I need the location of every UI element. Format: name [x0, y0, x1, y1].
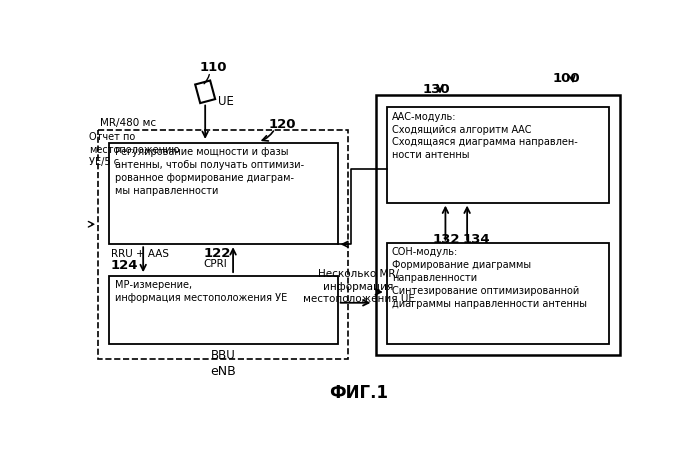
Text: Несколько MR/
информация
местоположения UE: Несколько MR/ информация местоположения … — [303, 269, 415, 304]
Text: 132: 132 — [432, 234, 460, 246]
Text: МР-измерение,
информация местоположения УЕ: МР-измерение, информация местоположения … — [115, 281, 287, 303]
Text: 110: 110 — [199, 61, 226, 74]
Text: СОН-модуль:
Формирование диаграммы
направленности
Синтезирование оптимизированно: СОН-модуль: Формирование диаграммы напра… — [392, 247, 587, 308]
Text: 134: 134 — [463, 234, 490, 246]
Text: RRU + AAS: RRU + AAS — [110, 249, 168, 259]
FancyBboxPatch shape — [387, 243, 609, 345]
FancyBboxPatch shape — [387, 107, 609, 203]
Text: eNB: eNB — [210, 365, 236, 378]
Text: Регулирование мощности и фазы
антенны, чтобы получать оптимизи-
рованное формиро: Регулирование мощности и фазы антенны, ч… — [115, 147, 304, 196]
Text: Отчет по
местоположению
УЕ/5 с: Отчет по местоположению УЕ/5 с — [89, 132, 180, 167]
FancyBboxPatch shape — [109, 276, 338, 344]
Text: BBU: BBU — [210, 349, 236, 362]
Text: 120: 120 — [268, 118, 296, 131]
Text: CPRI: CPRI — [203, 259, 227, 269]
Text: ААС-модуль:
Сходящийся алгоритм ААС
Сходящаяся диаграмма направлен-
ности антенн: ААС-модуль: Сходящийся алгоритм ААС Сход… — [392, 112, 577, 160]
Text: 122: 122 — [203, 247, 231, 260]
FancyBboxPatch shape — [375, 95, 620, 355]
Text: 130: 130 — [422, 83, 450, 96]
Text: 100: 100 — [552, 72, 580, 85]
Polygon shape — [195, 80, 215, 103]
Text: ФИГ.1: ФИГ.1 — [329, 384, 388, 403]
FancyBboxPatch shape — [99, 129, 348, 359]
FancyBboxPatch shape — [109, 143, 338, 244]
Text: MR/480 мс: MR/480 мс — [100, 118, 156, 128]
Text: UE: UE — [217, 95, 233, 107]
Text: 124: 124 — [110, 259, 138, 272]
